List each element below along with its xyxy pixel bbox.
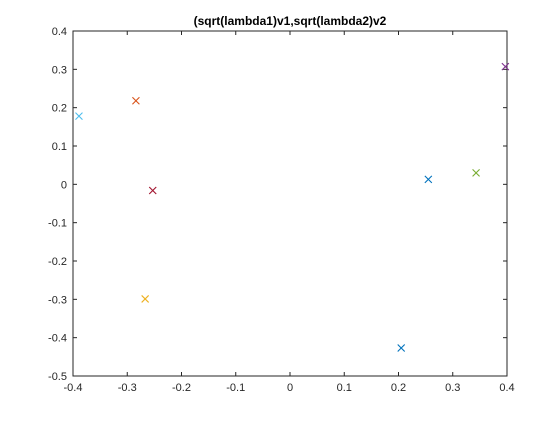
data-point-x-marker [141, 295, 150, 303]
data-point-x-marker [424, 175, 433, 184]
data-point-x-marker [472, 168, 480, 177]
y-tick-label: 0.4 [52, 26, 67, 38]
data-point-x-marker [501, 62, 510, 71]
y-tick-label: -0.5 [48, 371, 67, 383]
x-tick-label: 0.1 [337, 382, 352, 394]
data-point-x-marker [132, 96, 140, 105]
y-tick-label: -0.2 [48, 256, 67, 268]
y-tick-label: 0.3 [52, 64, 67, 76]
y-tick-label: 0.1 [52, 141, 67, 153]
x-tick-label: 0.3 [445, 382, 460, 394]
y-tick-label: 0 [61, 179, 67, 191]
y-tick-label: 0.2 [52, 103, 67, 115]
data-points [75, 62, 510, 352]
x-tick-label: -0.3 [118, 382, 137, 394]
x-tick-label: -0.4 [64, 382, 83, 394]
x-tick-label: -0.1 [226, 382, 245, 394]
chart-title: (sqrt(lambda1)v1,sqrt(lambda2)v2 [194, 14, 387, 28]
axes-box [72, 30, 508, 377]
data-point-x-marker [397, 344, 406, 352]
data-point-x-marker [75, 112, 83, 120]
x-tick-label: 0 [287, 382, 293, 394]
plot-axes: -0.4 -0.3 -0.2 -0.1 0 0.1 0.2 0.3 0.4-0.5-0.4-0.… [48, 26, 515, 394]
y-tick-label: -0.4 [48, 333, 67, 345]
x-tick-label: 0.4 [499, 382, 514, 394]
y-tick-label: -0.1 [48, 218, 67, 230]
data-point-x-marker [148, 186, 157, 195]
x-tick-label: 0.2 [391, 382, 406, 394]
x-tick-label: -0.2 [172, 382, 191, 394]
y-tick-label: -0.3 [48, 294, 67, 306]
